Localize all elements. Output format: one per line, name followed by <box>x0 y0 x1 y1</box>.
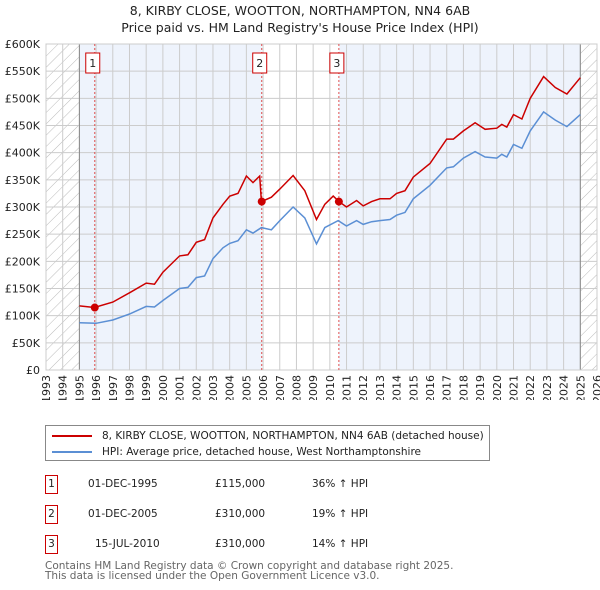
sale-label-box <box>329 52 345 74</box>
x-tick-label: 1993 <box>40 375 53 400</box>
y-tick-label: £250K <box>5 228 41 241</box>
y-tick-label: £200K <box>5 255 41 268</box>
transaction-number-badge: 3 <box>45 535 58 554</box>
x-tick-label: 2002 <box>190 375 203 400</box>
x-tick-label: 1999 <box>140 375 153 400</box>
transaction-hpi-change: 36% ↑ HPI <box>312 478 369 490</box>
transaction-number-badge: 2 <box>45 505 58 524</box>
x-tick-label: 2010 <box>324 375 337 400</box>
x-tick-label: 2018 <box>457 375 470 400</box>
x-tick-label: 2007 <box>274 375 287 400</box>
transaction-date: 01-DEC-1995 <box>88 478 158 490</box>
transaction-hpi-change: 14% ↑ HPI <box>312 538 369 550</box>
x-tick-label: 1998 <box>123 375 136 400</box>
transaction-hpi-change: 19% ↑ HPI <box>312 508 369 520</box>
x-tick-label: 2014 <box>391 375 404 400</box>
x-tick-label: 2022 <box>524 375 537 400</box>
x-tick-label: 2001 <box>174 375 187 400</box>
x-tick-label: 2003 <box>207 375 220 400</box>
legend-property-swatch <box>52 435 92 437</box>
y-tick-label: £50K <box>12 337 41 350</box>
x-tick-label: 1994 <box>57 375 70 400</box>
y-tick-label: £400K <box>5 147 41 160</box>
x-tick-label: 2024 <box>558 375 571 400</box>
x-tick-label: 2016 <box>424 375 437 400</box>
chart-title: 8, KIRBY CLOSE, WOOTTON, NORTHAMPTON, NN… <box>129 3 471 18</box>
x-tick-label: 2026 <box>591 375 600 400</box>
x-tick-label: 2006 <box>257 375 270 400</box>
x-tick-label: 2009 <box>307 375 320 400</box>
y-tick-label: £350K <box>5 174 41 187</box>
y-tick-label: £450K <box>5 120 41 133</box>
sale-label: 2 <box>256 57 263 70</box>
y-tick-label: £550K <box>5 65 41 78</box>
chart-legend: 8, KIRBY CLOSE, WOOTTON, NORTHAMPTON, NN… <box>45 425 490 461</box>
x-tick-label: 2020 <box>491 375 504 400</box>
sale-label-box <box>85 52 101 74</box>
footer-copyright: Contains HM Land Registry data © Crown c… <box>45 560 454 572</box>
transaction-price: £115,000 <box>215 478 266 490</box>
plot-border <box>45 43 598 371</box>
x-tick-label: 2011 <box>341 375 354 400</box>
x-tick-label: 2005 <box>240 375 253 400</box>
x-tick-label: 2025 <box>574 375 587 400</box>
hpi-line <box>79 110 581 325</box>
y-tick-label: £0 <box>26 364 40 377</box>
x-tick-label: 2021 <box>508 375 521 400</box>
transaction-date: 15-JUL-2010 <box>95 538 160 550</box>
y-tick-label: £500K <box>5 92 41 105</box>
legend-property-label: 8, KIRBY CLOSE, WOOTTON, NORTHAMPTON, NN… <box>102 430 484 442</box>
x-tick-label: 2019 <box>474 375 487 400</box>
y-tick-label: £150K <box>5 283 41 296</box>
legend-hpi-swatch <box>52 451 92 453</box>
x-tick-label: 2015 <box>407 375 420 400</box>
x-tick-label: 2004 <box>224 375 237 400</box>
y-tick-label: £600K <box>5 38 41 51</box>
sale-point <box>257 197 266 206</box>
transaction-price: £310,000 <box>215 538 266 550</box>
y-tick-label: £100K <box>5 310 41 323</box>
sale-label-box <box>252 52 268 74</box>
chart-subtitle: Price paid vs. HM Land Registry's House … <box>121 20 479 35</box>
sale-point <box>334 197 343 206</box>
transaction-number-badge: 1 <box>45 475 58 494</box>
x-tick-label: 2013 <box>374 375 387 400</box>
sale-label: 1 <box>89 57 96 70</box>
transaction-date: 01-DEC-2005 <box>88 508 158 520</box>
x-tick-label: 2000 <box>157 375 170 400</box>
x-tick-label: 1997 <box>107 375 120 400</box>
x-tick-label: 1996 <box>90 375 103 400</box>
x-tick-label: 2012 <box>357 375 370 400</box>
x-tick-label: 2023 <box>541 375 554 400</box>
y-tick-label: £300K <box>5 201 41 214</box>
x-tick-label: 2017 <box>441 375 454 400</box>
sale-point <box>90 303 99 312</box>
price-chart: 1993 1994 1995 1996 1997 1998 1999 2000 2001 2002… <box>5 38 600 400</box>
x-tick-label: 2008 <box>290 375 303 400</box>
x-tick-label: 1995 <box>73 375 86 400</box>
transaction-price: £310,000 <box>215 508 266 520</box>
legend-hpi-label: HPI: Average price, detached house, West… <box>102 446 421 458</box>
footer-licence: This data is licensed under the Open Gov… <box>45 570 380 582</box>
sale-label: 3 <box>333 57 340 70</box>
